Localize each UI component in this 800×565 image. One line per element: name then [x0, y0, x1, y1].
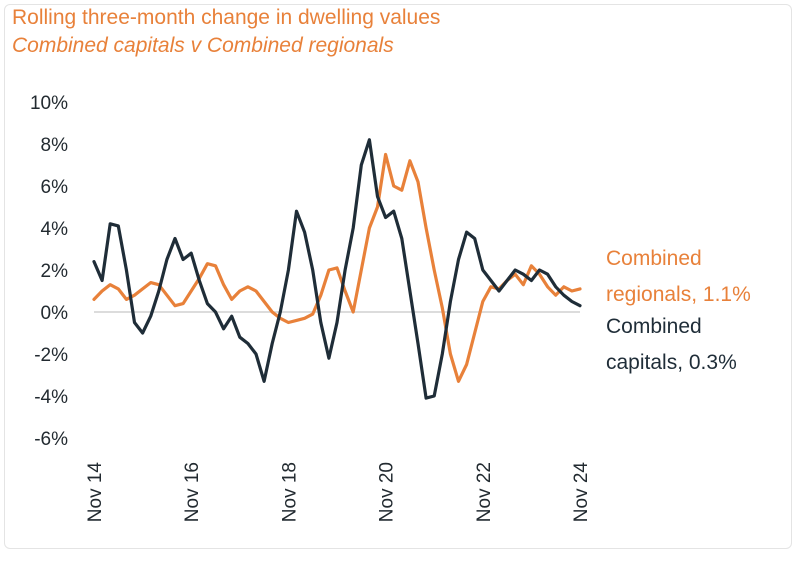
x-tick-label: Nov 22	[474, 462, 495, 522]
y-tick-label: 6%	[41, 177, 69, 198]
x-tick-label: Nov 14	[85, 462, 106, 523]
end-labels: Combined regionals, 1.1% Combined capitals,…	[606, 247, 751, 374]
y-tick-label: -6%	[34, 429, 68, 450]
chart-frame	[4, 4, 792, 549]
y-tick-label: 8%	[41, 135, 69, 156]
x-tick-label: Nov 20	[377, 462, 398, 522]
series-end-label: Combined	[606, 247, 702, 270]
series-line-combined-capitals	[92, 138, 582, 400]
y-tick-label: 0%	[41, 303, 69, 324]
y-tick-label: 4%	[41, 219, 69, 240]
y-tick-label: 2%	[41, 261, 69, 282]
series-lines	[92, 138, 582, 400]
y-tick-label: -4%	[34, 387, 68, 408]
y-axis: 10% 8% 6% 4% 2% 0% -2% -4% -6%	[30, 93, 68, 450]
x-tick-label: Nov 24	[571, 462, 592, 523]
x-axis: Nov 14 Nov 16 Nov 18 Nov 20 Nov 22 Nov 24	[85, 462, 592, 523]
series-end-label: regionals, 1.1%	[606, 283, 751, 306]
x-tick-label: Nov 16	[182, 462, 203, 522]
y-tick-label: 10%	[30, 93, 68, 114]
series-end-label: capitals, 0.3%	[606, 351, 737, 374]
chart-title: Rolling three-month change in dwelling v…	[12, 6, 441, 29]
chart-subtitle: Combined capitals v Combined regionals	[12, 34, 394, 57]
y-tick-label: -2%	[34, 345, 68, 366]
x-tick-label: Nov 18	[279, 462, 300, 522]
series-end-label: Combined	[606, 315, 702, 338]
series-line-combined-regionals	[92, 152, 582, 383]
